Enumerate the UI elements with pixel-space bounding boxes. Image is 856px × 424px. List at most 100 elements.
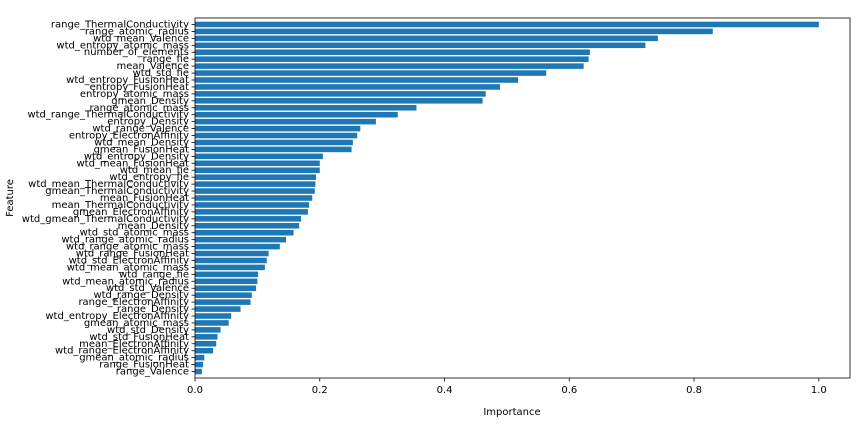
y-tick-label: wtd_range_atomic_mass — [66, 242, 189, 253]
bar — [195, 271, 259, 278]
y-tick-label: wtd_std_FusionHeat — [89, 332, 189, 343]
bar — [195, 181, 316, 187]
y-tick-label: wtd_range_ElectronAffinity — [55, 346, 189, 357]
bar — [195, 139, 353, 146]
bar — [195, 42, 646, 49]
bar — [195, 35, 658, 42]
bar — [195, 216, 302, 222]
y-tick-label: wtd_range_ThermalConductivity — [27, 110, 189, 121]
y-tick-label: wtd_std_ElectronAffinity — [69, 255, 189, 266]
y-tick-label: gmean_ElectronAffinity — [73, 207, 189, 218]
y-tick-label: wtd_mean_atomic_radius — [62, 276, 189, 287]
x-tick-label: 0.8 — [686, 385, 702, 396]
y-tick-label: mean_FusionHeat — [100, 193, 189, 204]
bar — [195, 111, 398, 118]
y-tick-label: range_atomic_radius — [85, 26, 189, 37]
bar — [195, 257, 267, 264]
bar — [195, 320, 229, 326]
y-tick-label: entropy_atomic_mass — [80, 89, 189, 100]
bar — [195, 229, 294, 236]
bar — [195, 56, 589, 62]
y-tick-label: wtd_std_Density — [107, 325, 189, 336]
y-tick-label: wtd_entropy_fie — [109, 172, 189, 183]
bar — [195, 153, 323, 160]
bar — [195, 21, 819, 28]
y-axis-label: Feature — [5, 179, 16, 217]
bar — [195, 202, 310, 208]
y-tick-label: range_ThermalConductivity — [51, 19, 189, 30]
y-tick-label: range_FusionHeat — [99, 360, 189, 371]
x-tick-label: 0.0 — [187, 385, 203, 396]
y-tick-label: wtd_range_Density — [93, 290, 189, 301]
y-tick-label: wtd_std_fie — [133, 68, 189, 79]
bar — [195, 160, 320, 167]
y-tick-label: range_Density — [117, 304, 189, 315]
y-tick-label: mean_ThermalConductivity — [52, 200, 189, 211]
bar — [195, 195, 313, 201]
y-tick-label: wtd_mean_Density — [94, 137, 189, 148]
y-tick-label: number_of_elements — [84, 47, 189, 58]
bar — [195, 188, 315, 194]
bar — [195, 104, 417, 111]
y-tick-label: wtd_range_FusionHeat — [76, 249, 189, 260]
y-tick-label: entropy_ElectronAffinity — [69, 131, 189, 142]
y-tick-label: range_ElectronAffinity — [78, 297, 189, 308]
y-tick-label: gmean_Density — [111, 96, 189, 107]
y-tick-label: wtd_mean_Valence — [93, 33, 189, 44]
bar — [195, 118, 376, 125]
bar — [195, 222, 300, 229]
bar — [195, 70, 547, 76]
bar — [195, 84, 501, 90]
y-tick-label: gmean_ThermalConductivity — [45, 186, 189, 197]
y-tick-label: wtd_range_Valence — [92, 124, 189, 135]
y-tick-label: entropy_Density — [107, 117, 189, 128]
bar — [195, 299, 251, 305]
bar — [195, 167, 320, 174]
bar — [195, 264, 265, 271]
bar — [195, 354, 205, 361]
y-tick-label: wtd_range_fie — [119, 269, 189, 280]
y-tick-label: entropy_FusionHeat — [90, 82, 189, 93]
bar — [195, 77, 519, 83]
bar — [195, 368, 202, 375]
bar — [195, 132, 358, 139]
bar — [195, 146, 352, 153]
bar — [195, 278, 258, 285]
y-tick-label: mean_Valence — [117, 61, 189, 72]
y-tick-label: wtd_std_Valence — [106, 283, 189, 294]
bar — [195, 28, 713, 35]
bar — [195, 236, 287, 243]
x-tick-label: 0.6 — [561, 385, 577, 396]
bar — [195, 334, 218, 340]
y-tick-label: gmean_atomic_mass — [84, 318, 189, 329]
bar — [195, 98, 483, 104]
y-tick-label: wtd_mean_fie — [120, 165, 189, 176]
x-axis-label: Importance — [483, 407, 540, 418]
bar — [195, 209, 308, 215]
x-tick-label: 1.0 — [811, 385, 827, 396]
plot-frame — [194, 17, 851, 379]
bar — [195, 63, 584, 69]
y-tick-label: range_Valence — [116, 367, 189, 378]
y-tick-label: wtd_mean_FusionHeat — [76, 158, 189, 169]
bar — [195, 340, 217, 347]
y-tick-label: wtd_std_atomic_mass — [80, 228, 189, 239]
bar — [195, 327, 221, 333]
bar — [195, 91, 486, 97]
y-tick-label: wtd_range_atomic_radius — [61, 235, 189, 246]
y-tick-label: wtd_entropy_ElectronAffinity — [45, 311, 189, 322]
y-tick-label: wtd_entropy_FusionHeat — [66, 75, 189, 86]
y-tick-label: mean_Density — [118, 221, 189, 232]
bar — [195, 292, 252, 298]
x-tick-label: 0.2 — [312, 385, 328, 396]
y-tick-label: wtd_mean_ThermalConductivity — [28, 179, 189, 190]
bar — [195, 313, 232, 319]
bar — [195, 285, 257, 292]
bar — [195, 361, 204, 368]
y-tick-label: wtd_mean_atomic_mass — [67, 262, 189, 273]
y-tick-label: range_atomic_mass — [89, 103, 189, 114]
bar — [195, 174, 317, 180]
y-tick-label: gmean_FusionHeat — [94, 144, 189, 155]
